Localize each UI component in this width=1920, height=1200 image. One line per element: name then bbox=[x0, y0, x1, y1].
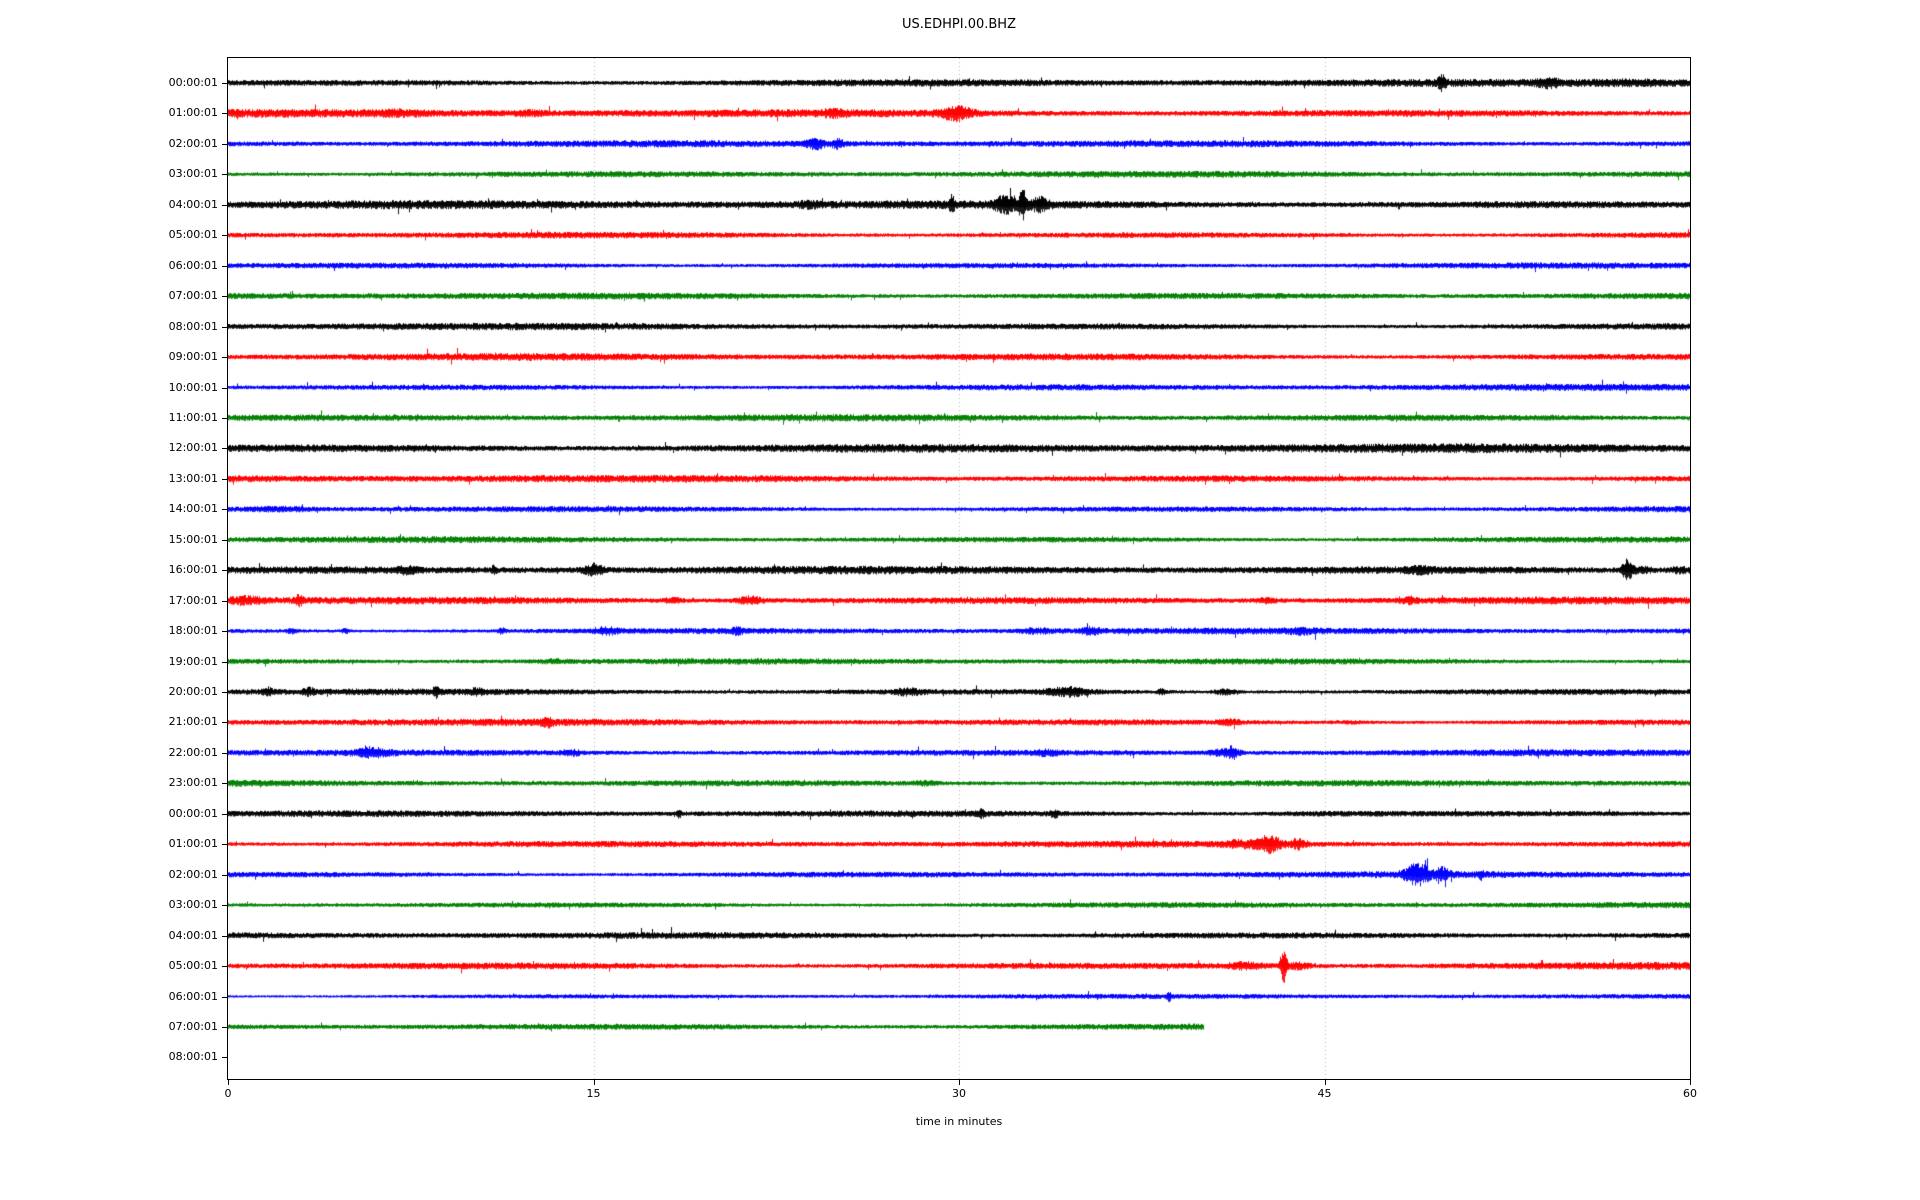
x-axis-tick bbox=[1690, 1080, 1691, 1085]
x-axis-tick-label: 60 bbox=[1683, 1087, 1697, 1100]
y-axis-label: 06:00:01 bbox=[168, 989, 218, 1003]
y-axis-tick bbox=[222, 296, 227, 298]
y-axis-tick bbox=[222, 935, 227, 937]
y-axis-tick bbox=[222, 905, 227, 907]
y-axis-tick bbox=[222, 204, 227, 206]
y-axis-label: 14:00:01 bbox=[168, 502, 218, 516]
y-axis-label: 07:00:01 bbox=[168, 289, 218, 303]
y-axis-tick bbox=[222, 265, 227, 267]
y-axis-tick bbox=[222, 1026, 227, 1028]
x-axis-tick bbox=[228, 1080, 229, 1085]
x-axis-title: time in minutes bbox=[915, 1115, 1003, 1128]
y-axis-label: 15:00:01 bbox=[168, 532, 218, 546]
y-axis-label: 19:00:01 bbox=[168, 654, 218, 668]
x-axis-tick-label: 0 bbox=[224, 1087, 232, 1100]
plot-area bbox=[227, 57, 1691, 1080]
y-axis-label: 16:00:01 bbox=[168, 563, 218, 577]
y-axis-tick bbox=[222, 570, 227, 572]
x-axis-tick bbox=[593, 1080, 595, 1085]
y-axis-tick bbox=[222, 387, 227, 389]
y-axis-tick bbox=[222, 722, 227, 724]
y-axis-tick bbox=[222, 357, 227, 359]
y-axis-tick bbox=[222, 478, 227, 480]
y-axis-label: 04:00:01 bbox=[168, 197, 218, 211]
x-axis-tick-label: 30 bbox=[952, 1087, 966, 1100]
y-axis-label: 22:00:01 bbox=[168, 745, 218, 759]
y-axis-label: 05:00:01 bbox=[168, 228, 218, 242]
y-axis-tick bbox=[222, 783, 227, 785]
y-axis-tick bbox=[222, 966, 227, 968]
y-axis-tick bbox=[222, 509, 227, 511]
y-axis-label: 03:00:01 bbox=[168, 898, 218, 912]
y-axis-tick bbox=[222, 417, 227, 419]
y-axis-tick bbox=[222, 1057, 227, 1059]
y-axis-label: 02:00:01 bbox=[168, 136, 218, 150]
y-axis-tick bbox=[222, 448, 227, 450]
y-axis-label: 05:00:01 bbox=[168, 959, 218, 973]
y-axis-tick bbox=[222, 235, 227, 237]
y-axis-label: 20:00:01 bbox=[168, 685, 218, 698]
y-axis-label: 11:00:01 bbox=[168, 410, 218, 424]
chart-title: US.EDHPI.00.BHZ bbox=[902, 17, 1016, 32]
y-axis-tick bbox=[222, 844, 227, 846]
y-axis-tick bbox=[222, 813, 227, 815]
y-axis-tick bbox=[222, 874, 227, 876]
y-axis-tick bbox=[222, 174, 227, 176]
y-axis-label: 02:00:01 bbox=[168, 867, 218, 881]
y-axis-tick bbox=[222, 631, 227, 633]
y-axis-tick bbox=[222, 326, 227, 328]
y-axis-tick bbox=[222, 996, 227, 998]
y-axis-tick bbox=[222, 113, 227, 115]
y-axis-tick bbox=[222, 752, 227, 754]
y-axis-label: 17:00:01 bbox=[168, 593, 218, 607]
y-axis-label: 01:00:01 bbox=[168, 106, 218, 120]
y-axis-label: 08:00:01 bbox=[168, 319, 218, 333]
y-axis-tick bbox=[222, 661, 227, 663]
y-axis-label: 18:00:01 bbox=[168, 624, 218, 638]
y-axis-label: 00:00:01 bbox=[168, 806, 218, 820]
x-axis-tick bbox=[1324, 1080, 1326, 1085]
y-axis-label: 09:00:01 bbox=[168, 350, 218, 364]
y-axis-label: 13:00:01 bbox=[168, 471, 218, 485]
y-axis-label: 21:00:01 bbox=[168, 715, 218, 729]
y-axis-tick bbox=[222, 539, 227, 541]
y-axis-label: 10:00:01 bbox=[168, 380, 218, 394]
y-axis-label: 04:00:01 bbox=[168, 928, 218, 942]
y-axis-tick bbox=[222, 143, 227, 145]
y-axis-label: 03:00:01 bbox=[168, 167, 218, 181]
y-axis-label: 23:00:01 bbox=[168, 776, 218, 790]
y-axis-label: 07:00:01 bbox=[168, 1019, 218, 1033]
x-axis-tick-label: 15 bbox=[586, 1087, 601, 1100]
y-axis-label: 12:00:01 bbox=[168, 441, 218, 455]
y-axis-tick bbox=[222, 692, 227, 693]
y-axis-label: 08:00:01 bbox=[168, 1050, 218, 1064]
y-axis-label: 01:00:01 bbox=[168, 837, 218, 851]
seismogram-traces-canvas bbox=[228, 58, 1690, 1079]
x-axis-tick bbox=[959, 1080, 960, 1085]
y-axis-label: 06:00:01 bbox=[168, 258, 218, 272]
x-axis-tick-label: 45 bbox=[1317, 1087, 1332, 1100]
y-axis-tick bbox=[222, 600, 227, 602]
y-axis-label: 00:00:01 bbox=[168, 76, 218, 89]
y-axis-tick bbox=[222, 83, 227, 84]
